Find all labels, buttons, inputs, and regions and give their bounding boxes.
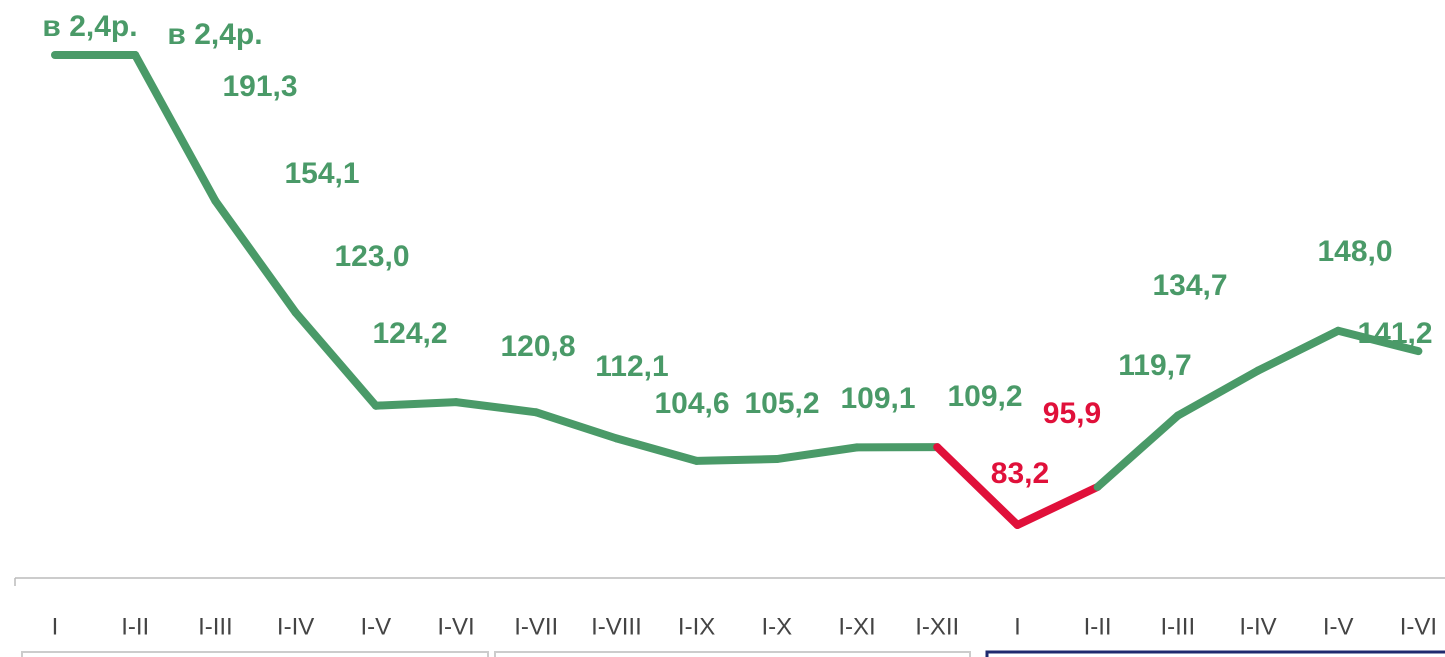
line-segment (1173, 366, 1262, 420)
data-label: 134,7 (1152, 269, 1227, 302)
line-segment (131, 51, 220, 205)
data-label: 191,3 (222, 70, 297, 103)
line-segment (291, 308, 380, 410)
data-label: 141,2 (1357, 317, 1432, 350)
x-tick-label: I-VI (437, 613, 474, 640)
x-tick-label: I-VIII (591, 613, 642, 640)
group-bracket (494, 651, 971, 657)
line-segment (1334, 326, 1423, 356)
line-segment (772, 443, 861, 464)
line-segment (692, 455, 781, 465)
line-segment (1093, 411, 1182, 491)
x-tick-label: I (52, 613, 59, 640)
line-segment (452, 398, 541, 417)
x-tick-label: I-II (121, 613, 149, 640)
x-tick-label: I-X (761, 613, 792, 640)
line-segment (211, 196, 300, 317)
data-label: 154,1 (284, 157, 359, 190)
x-tick-label: I-IV (277, 613, 314, 640)
group-bracket (985, 650, 1445, 657)
line-segment (532, 408, 621, 443)
data-label: 120,8 (500, 330, 575, 363)
data-label: 109,1 (840, 382, 915, 415)
data-label: 104,6 (654, 387, 729, 420)
data-label: 123,0 (334, 240, 409, 273)
x-tick-label: I (1014, 613, 1021, 640)
x-tick-label: I-IX (678, 613, 715, 640)
x-tick-label: I-V (1323, 613, 1354, 640)
data-label: 83,2 (991, 457, 1049, 490)
line-segment (612, 434, 701, 465)
data-label: 95,9 (1043, 397, 1101, 430)
data-label: 148,0 (1317, 235, 1392, 268)
line-segment (1013, 482, 1102, 529)
data-label: 119,7 (1118, 349, 1191, 382)
data-label: в 2,4р. (167, 18, 262, 51)
x-tick-label: I-II (1084, 613, 1112, 640)
line-segment (371, 398, 460, 410)
data-label: в 2,4р. (42, 10, 137, 43)
line-segment (933, 443, 1022, 529)
x-tick-label: I-VII (514, 613, 558, 640)
x-tick-label: I-III (198, 613, 233, 640)
data-label: 109,2 (947, 380, 1022, 413)
x-tick-label: I-IV (1239, 613, 1276, 640)
x-tick-label: I-V (360, 613, 391, 640)
x-tick-label: I-XII (915, 613, 959, 640)
x-tick-label: I-III (1160, 613, 1195, 640)
data-label: 112,1 (595, 350, 668, 383)
data-label: 105,2 (744, 387, 819, 420)
data-label: 124,2 (372, 317, 447, 350)
group-bracket (21, 651, 489, 657)
x-tick-label: I-XI (838, 613, 875, 640)
line-segment (1254, 326, 1343, 375)
x-tick-label: I-VI (1400, 613, 1437, 640)
